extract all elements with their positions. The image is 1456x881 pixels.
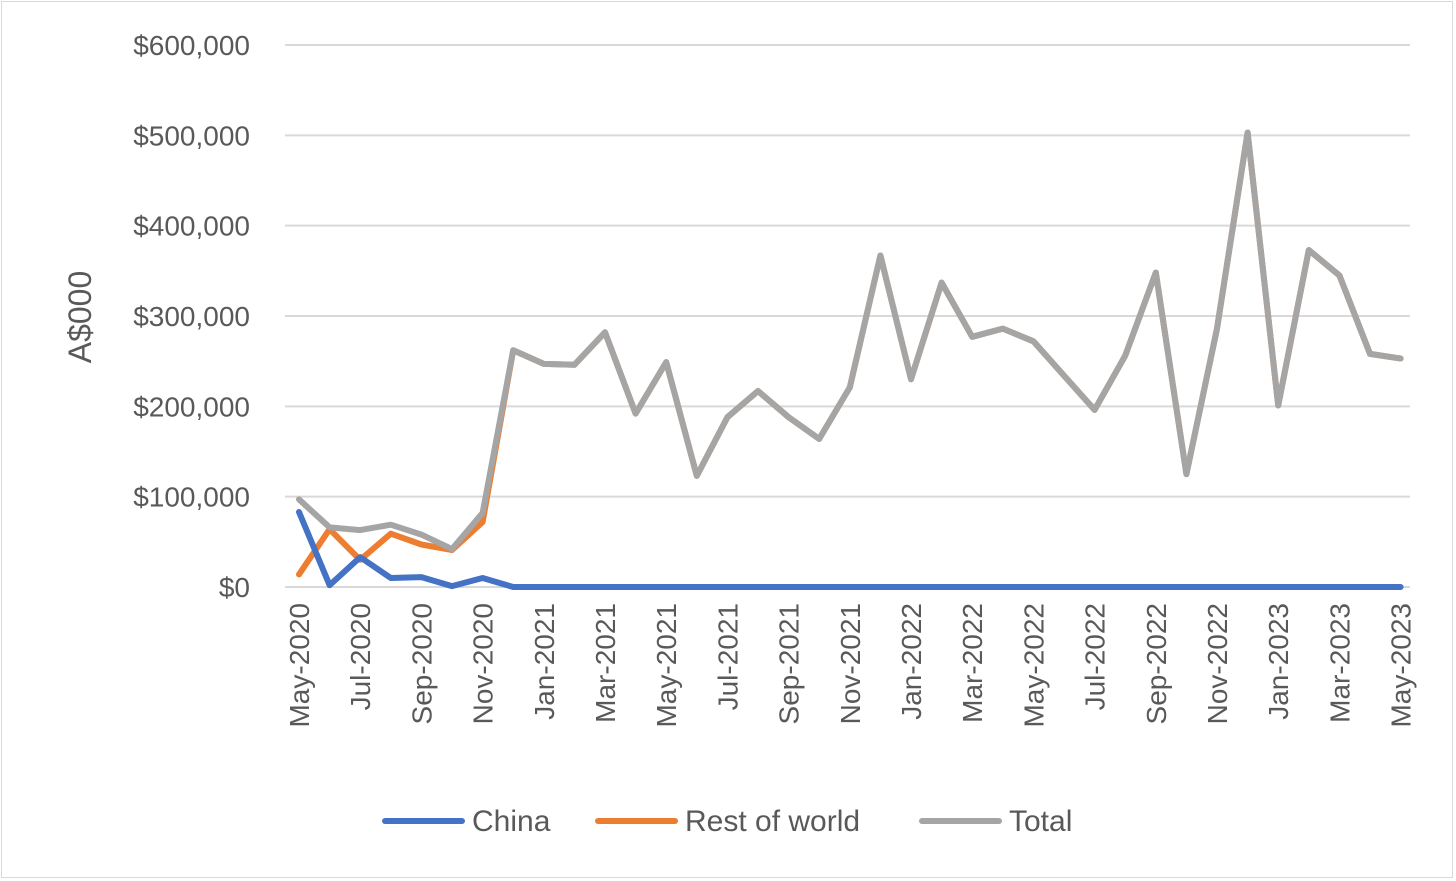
y-tick-label: $0: [219, 572, 250, 603]
x-tick-label: Jan-2021: [529, 603, 560, 720]
x-tick-label: Jul-2020: [345, 603, 376, 710]
y-tick-label: $500,000: [133, 120, 250, 151]
y-tick-label: $300,000: [133, 301, 250, 332]
x-tick-label: Jul-2022: [1080, 603, 1111, 710]
y-tick-label: $100,000: [133, 482, 250, 513]
legend-label: China: [472, 805, 551, 838]
x-tick-label: Nov-2021: [835, 603, 866, 724]
y-tick-label: $400,000: [133, 211, 250, 242]
x-tick-label: Sep-2021: [774, 603, 805, 724]
x-tick-label: May-2023: [1386, 603, 1417, 728]
legend-label: Rest of world: [685, 805, 860, 838]
x-tick-label: Nov-2020: [468, 603, 499, 724]
x-axis-ticks: May-2020 Jul-2020 Sep-2020 Nov-2020 Jan-2021…: [284, 603, 1417, 728]
y-tick-label: $200,000: [133, 391, 250, 422]
legend-item-rest-of-world: Rest of world: [595, 805, 860, 838]
x-tick-label: Mar-2023: [1324, 603, 1355, 723]
x-tick-label: Sep-2022: [1141, 603, 1172, 724]
x-tick-label: Mar-2021: [590, 603, 621, 723]
legend-item-china: China: [382, 805, 551, 838]
x-tick-label: Jul-2021: [712, 603, 743, 710]
series-line-china: [296, 509, 1404, 590]
y-tick-label: $600,000: [133, 30, 250, 61]
y-axis-ticks: $0 $100,000 $200,000 $300,000 $400,000 $500,0…: [133, 30, 250, 603]
x-tick-label: Jan-2023: [1263, 603, 1294, 720]
legend-label: Total: [1009, 805, 1072, 838]
y-axis-label: A$000: [62, 271, 98, 364]
x-tick-label: May-2022: [1018, 603, 1049, 728]
x-tick-label: Sep-2020: [406, 603, 437, 724]
gridlines: [285, 44, 1410, 588]
legend-item-total: Total: [919, 805, 1072, 838]
x-tick-label: Nov-2022: [1202, 603, 1233, 724]
x-tick-label: Jan-2022: [896, 603, 927, 720]
x-tick-label: May-2020: [284, 603, 315, 728]
x-tick-label: May-2021: [651, 603, 682, 728]
x-tick-label: Mar-2022: [957, 603, 988, 723]
series-line-total: [296, 129, 1404, 553]
legend: China Rest of world Total: [382, 805, 1072, 838]
series-lines: [296, 129, 1404, 590]
